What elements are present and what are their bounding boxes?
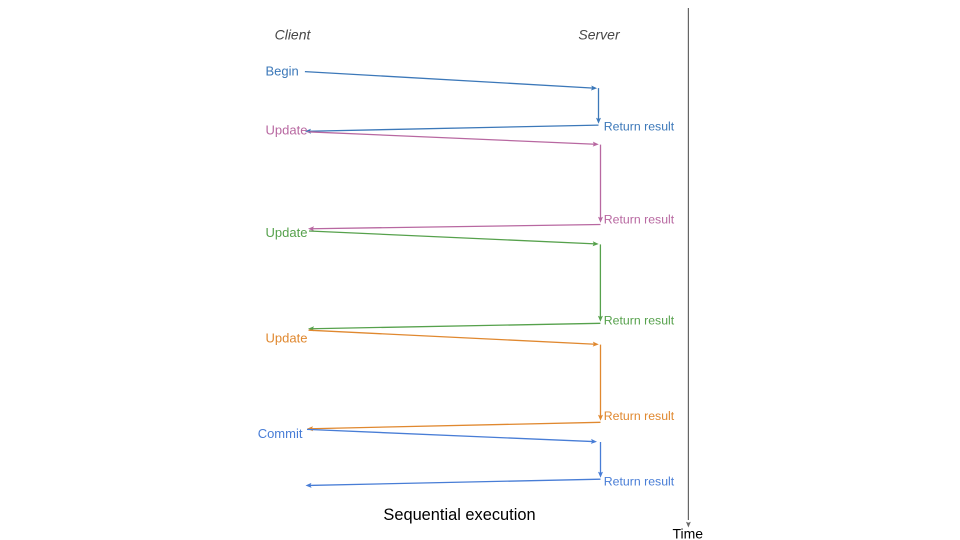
svg-text:Time: Time: [673, 525, 704, 540]
svg-text:Return result: Return result: [604, 409, 675, 423]
svg-text:Return result: Return result: [604, 474, 675, 488]
svg-text:Commit: Commit: [258, 426, 303, 441]
svg-text:Sequential execution: Sequential execution: [383, 506, 535, 524]
svg-text:Return result: Return result: [604, 314, 675, 328]
svg-text:Update: Update: [266, 225, 308, 240]
svg-text:Update: Update: [266, 331, 308, 346]
svg-text:Begin: Begin: [266, 64, 299, 79]
svg-text:Update: Update: [266, 123, 308, 138]
svg-text:Return result: Return result: [604, 119, 675, 133]
svg-text:Client: Client: [275, 27, 312, 43]
svg-text:Return result: Return result: [604, 212, 675, 226]
svg-text:Server: Server: [578, 27, 621, 43]
